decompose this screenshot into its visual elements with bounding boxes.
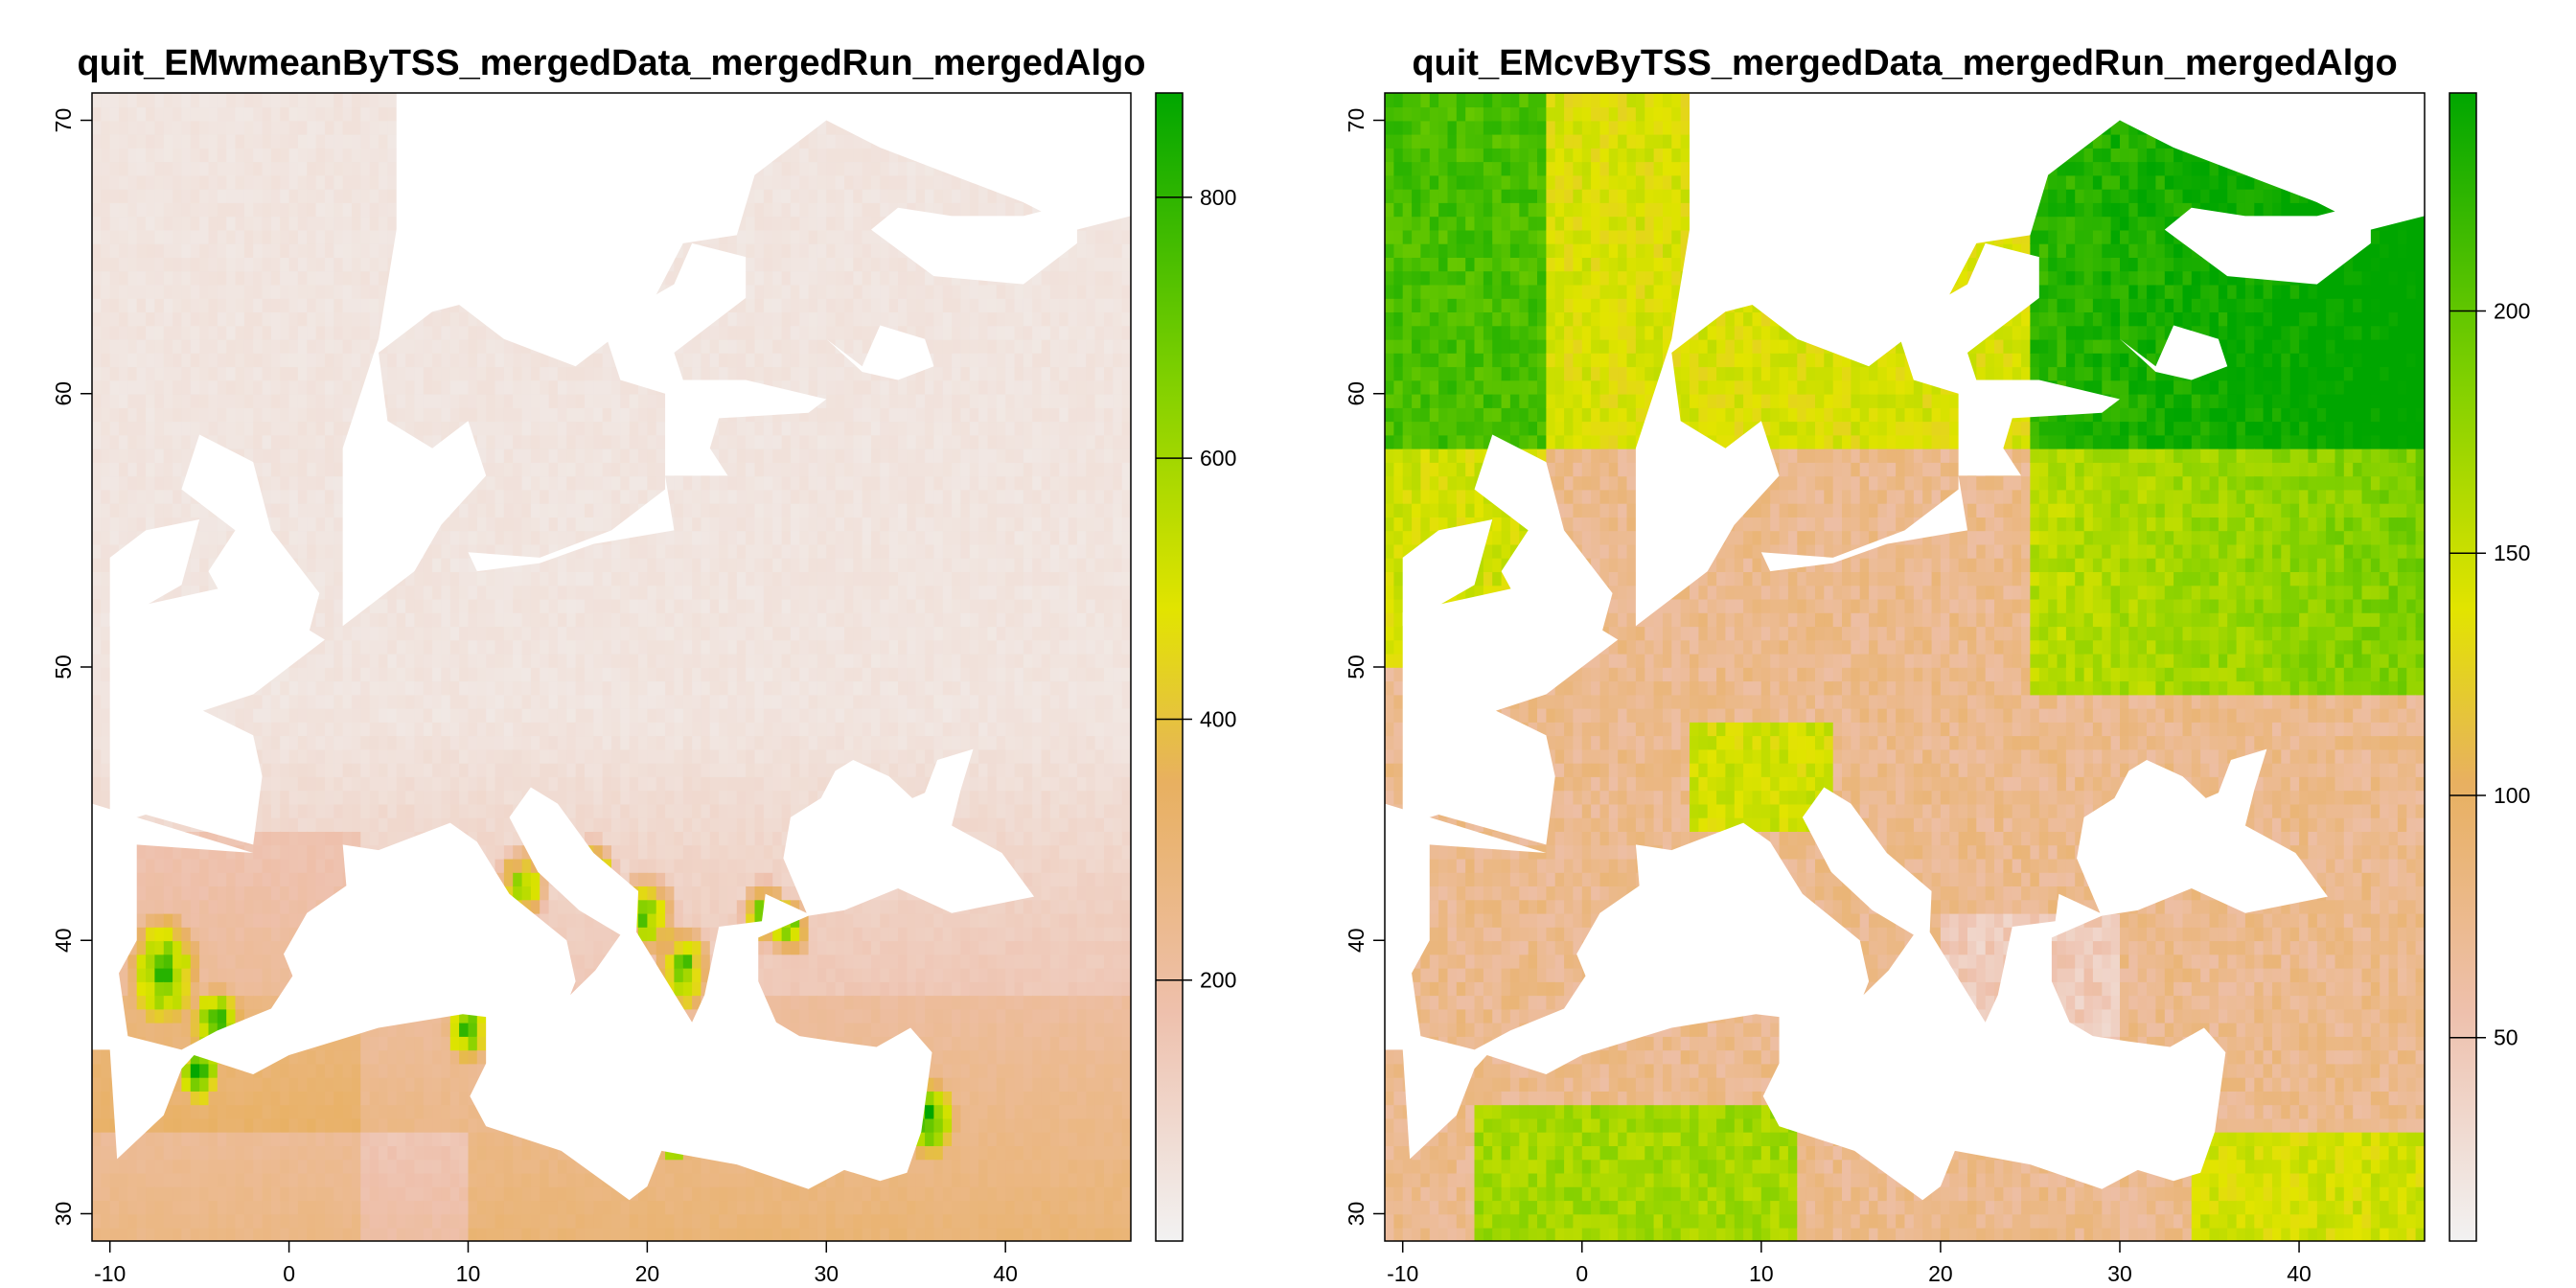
map-panel-2: quit_EMcvByTSS_mergedData_mergedRun_merg… [1344,43,2530,1286]
x-tick-label: 20 [1928,1261,1953,1286]
y-tick-label: 70 [51,108,76,133]
x-tick-label: 40 [993,1261,1018,1286]
legend-tick-label: 150 [2494,540,2530,565]
legend-tick-label: 50 [2494,1025,2518,1050]
legend-tick-label: 200 [2494,298,2530,323]
y-tick-label: 40 [51,928,76,953]
legend-colorbar: 50 100 150 200 [2449,92,2530,1242]
y-tick-label: 40 [1344,928,1368,953]
y-tick-label: 30 [1344,1202,1368,1227]
x-tick-label: 10 [1749,1261,1774,1286]
legend-tick-label: 800 [1200,185,1236,210]
x-tick-label: 10 [456,1261,481,1286]
x-tick-label: 0 [1576,1261,1588,1286]
y-tick-label: 30 [51,1202,76,1227]
x-tick-label: -10 [94,1261,126,1286]
map-title: quit_EMwmeanByTSS_mergedData_mergedRun_m… [78,43,1146,83]
legend-colorbar: 200 400 600 800 [1155,92,1236,1242]
y-tick-label: 50 [1344,655,1368,679]
x-tick-label: 20 [635,1261,660,1286]
legend-tick-label: 200 [1200,968,1236,993]
x-tick-label: 30 [814,1261,839,1286]
x-tick-label: 0 [283,1261,295,1286]
y-tick-label: 60 [1344,381,1368,406]
map-panel-1: quit_EMwmeanByTSS_mergedData_mergedRun_m… [51,43,1236,1286]
legend-tick-label: 100 [2494,783,2530,808]
x-tick-label: -10 [1387,1261,1418,1286]
y-tick-label: 50 [51,655,76,679]
y-tick-label: 60 [51,381,76,406]
y-tick-label: 70 [1344,108,1368,133]
legend-tick-label: 400 [1200,706,1236,731]
legend-tick-label: 600 [1200,446,1236,471]
x-tick-label: 30 [2107,1261,2132,1286]
x-tick-label: 40 [2287,1261,2312,1286]
map-title: quit_EMcvByTSS_mergedData_mergedRun_merg… [1412,43,2397,83]
